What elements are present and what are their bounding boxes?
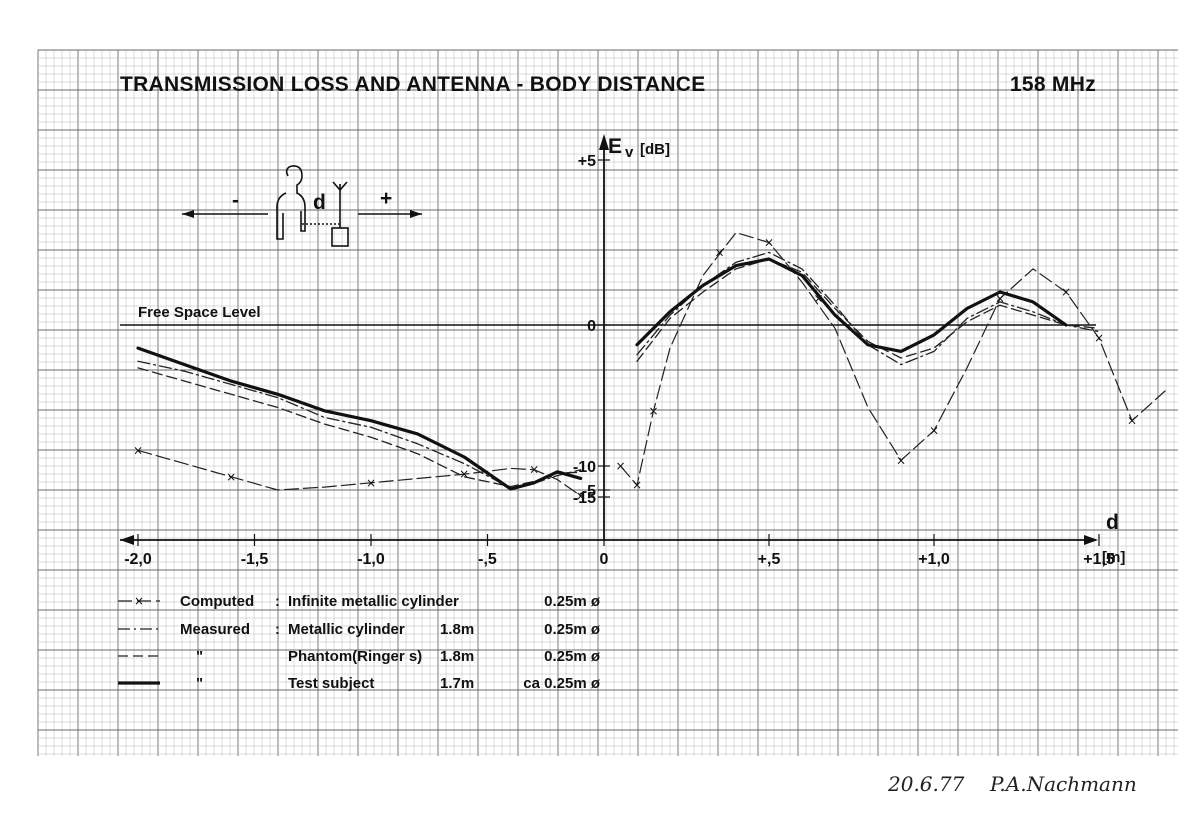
frequency-label: 158 MHz bbox=[1010, 73, 1096, 96]
graph-paper-grid bbox=[37, 49, 1178, 756]
legend-item: Infinite metallic cylinder bbox=[288, 593, 459, 610]
right-arrowhead bbox=[410, 210, 422, 218]
data-point-marker: × bbox=[133, 443, 143, 457]
antenna-body-sketch bbox=[182, 165, 422, 247]
left-arrowhead bbox=[182, 210, 194, 218]
data-point-marker: × bbox=[764, 236, 774, 250]
x-ticks: -2,0-1,5-1,0-,50+,5+1,0+1,5+2,0 bbox=[124, 534, 1115, 568]
legend-description: " bbox=[196, 675, 203, 692]
legend-colon: : bbox=[275, 593, 280, 610]
y-tick-label: -5 bbox=[582, 483, 596, 500]
y-tick-label: +5 bbox=[578, 153, 596, 170]
y-axis-label: E bbox=[608, 135, 622, 158]
legend-description: " bbox=[196, 648, 203, 665]
antenna-box bbox=[331, 227, 349, 247]
data-point-marker: × bbox=[226, 470, 236, 484]
legend-diameter: 0.25m ø bbox=[544, 621, 601, 638]
legend-diameter: 0.25m ø bbox=[544, 593, 601, 610]
x-axis-arrow-right bbox=[1084, 535, 1098, 545]
x-axis-arrow-left bbox=[120, 535, 134, 545]
series-dash-x: × × × × × × × × × × × × × × × × × × bbox=[133, 232, 1166, 503]
human-figure bbox=[276, 165, 306, 240]
x-axis-label: d bbox=[1106, 511, 1119, 534]
legend-item: Test subject bbox=[288, 675, 374, 692]
data-point-marker: × bbox=[576, 489, 586, 503]
series-line bbox=[636, 251, 1100, 366]
series-layer: × × × × × × × × × × × × × × × × × × bbox=[133, 232, 1166, 503]
legend-colon: : bbox=[275, 621, 280, 638]
data-point-marker: × bbox=[995, 292, 1005, 306]
series-line bbox=[137, 449, 582, 497]
y-axis-unit: [dB] bbox=[640, 141, 670, 158]
series-line bbox=[636, 258, 1100, 362]
data-point-marker: × bbox=[929, 424, 939, 438]
sketch-plus: + bbox=[380, 187, 393, 210]
series-line bbox=[635, 257, 1068, 353]
y-axis-subscript: v bbox=[625, 144, 634, 161]
legend-item: Phantom(Ringer s) bbox=[288, 648, 422, 665]
series-line bbox=[619, 232, 1166, 486]
series-solid-thick bbox=[136, 257, 1068, 491]
x-tick-label: -,5 bbox=[478, 551, 497, 568]
data-point-marker: × bbox=[648, 404, 658, 418]
data-point-marker: × bbox=[1094, 331, 1104, 345]
legend: × Computed: Infinite metallic cylinder 0.25… bbox=[118, 593, 601, 692]
y-tick-label: -15 bbox=[573, 490, 596, 507]
x-tick-label: -2,0 bbox=[124, 551, 152, 568]
x-tick-label: -1,0 bbox=[357, 551, 385, 568]
sketch-d: d bbox=[313, 191, 326, 214]
series-dash bbox=[137, 258, 1100, 488]
free-space-level-label: Free Space Level bbox=[138, 304, 261, 321]
y-ticks: +5 0 -5 -10 -15 bbox=[573, 153, 610, 507]
legend-swatch-marker: × bbox=[134, 594, 144, 608]
signature-date: 20.6.77 bbox=[887, 772, 965, 796]
legend-item: Metallic cylinder bbox=[288, 621, 405, 638]
data-point-marker: × bbox=[366, 476, 376, 490]
data-point-marker: × bbox=[459, 467, 469, 481]
legend-length: 1.8m bbox=[440, 621, 474, 638]
data-point-marker: × bbox=[896, 453, 906, 467]
sketch-minus: - bbox=[232, 189, 239, 212]
chart-title: TRANSMISSION LOSS AND ANTENNA - BODY DIS… bbox=[120, 73, 706, 96]
x-tick-label: -1,5 bbox=[241, 551, 269, 568]
x-tick-label: +1,5 bbox=[1083, 551, 1115, 568]
x-tick-label: 0 bbox=[600, 551, 609, 568]
x-axis-unit: [m] bbox=[1102, 549, 1125, 566]
data-point-marker: × bbox=[615, 459, 625, 473]
antenna-tip bbox=[332, 181, 348, 192]
data-point-marker: × bbox=[1061, 285, 1071, 299]
data-point-marker: × bbox=[813, 292, 823, 306]
legend-description: Computed bbox=[180, 593, 254, 610]
data-point-marker: × bbox=[632, 478, 642, 492]
legend-diameter: 0.25m ø bbox=[544, 648, 601, 665]
x-tick-label: +1,0 bbox=[918, 551, 950, 568]
data-point-marker: × bbox=[529, 463, 539, 477]
legend-diameter: ca 0.25m ø bbox=[523, 675, 601, 692]
legend-description: Measured bbox=[180, 621, 250, 638]
signature-name: P.A.Nachmann bbox=[989, 772, 1137, 796]
y-tick-label: -10 bbox=[573, 459, 596, 476]
legend-length: 1.7m bbox=[440, 675, 474, 692]
legend-length: 1.8m bbox=[440, 648, 474, 665]
data-point-marker: × bbox=[714, 245, 724, 259]
x-tick-label: +,5 bbox=[758, 551, 781, 568]
axes bbox=[120, 134, 1098, 545]
series-line bbox=[136, 346, 583, 491]
y-tick-label: 0 bbox=[587, 318, 596, 335]
data-point-marker: × bbox=[1127, 414, 1137, 428]
y-axis-arrow bbox=[599, 134, 609, 150]
